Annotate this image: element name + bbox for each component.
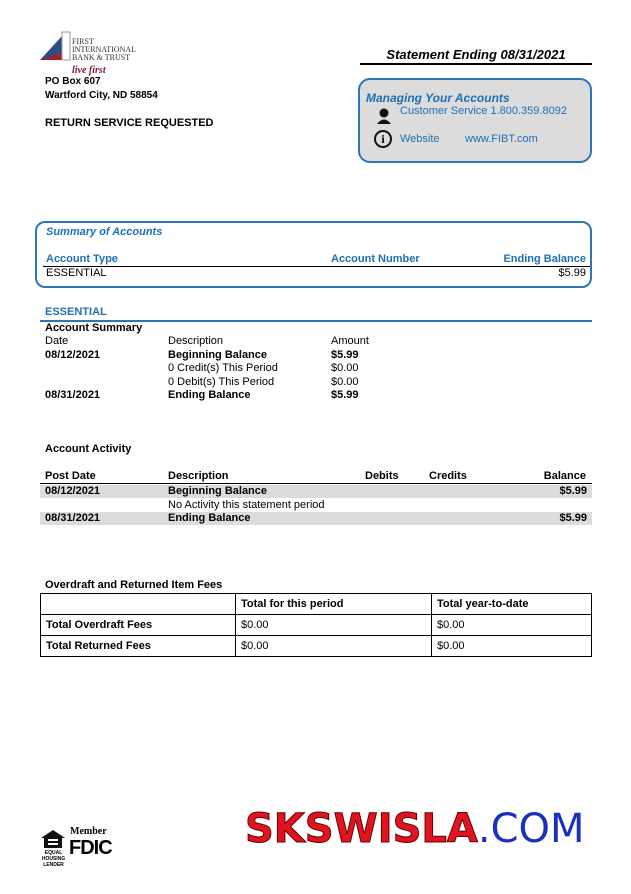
bank-name-line: INTERNATIONAL bbox=[72, 45, 136, 54]
activity-desc: Ending Balance bbox=[168, 512, 251, 524]
info-icon: i bbox=[374, 130, 392, 148]
col-balance: Balance bbox=[543, 470, 586, 482]
summary-row-date: 08/31/2021 bbox=[45, 389, 101, 401]
summary-row-desc: 0 Debit(s) This Period bbox=[168, 376, 275, 388]
summary-row-desc: Ending Balance bbox=[168, 389, 251, 401]
address-line-1: PO Box 607 bbox=[45, 76, 101, 87]
account-type-cell: ESSENTIAL bbox=[46, 267, 107, 279]
col-description: Description bbox=[168, 470, 229, 482]
member-text: Member bbox=[70, 826, 107, 837]
ending-balance-cell: $5.99 bbox=[558, 267, 586, 279]
fees-row: Total Returned Fees $0.00 $0.00 bbox=[40, 635, 592, 657]
watermark: SKSWISLA.COM bbox=[245, 806, 585, 853]
managing-accounts-panel: Managing Your Accounts Customer Service … bbox=[358, 78, 592, 163]
col-post-date: Post Date bbox=[45, 470, 96, 482]
fees-header bbox=[40, 593, 236, 615]
col-date: Date bbox=[45, 335, 69, 347]
col-description: Description bbox=[168, 335, 224, 347]
fees-header: Total for this period bbox=[235, 593, 432, 615]
fees-label: Total Overdraft Fees bbox=[40, 614, 236, 636]
equal-housing-icon bbox=[41, 830, 65, 848]
fees-value: $0.00 bbox=[431, 614, 592, 636]
summary-row-amount: $0.00 bbox=[331, 376, 359, 388]
fees-value: $0.00 bbox=[431, 635, 592, 657]
fees-label: Total Returned Fees bbox=[40, 635, 236, 657]
summary-row-amount: $0.00 bbox=[331, 362, 359, 374]
bank-name-line: FIRST bbox=[72, 37, 94, 46]
essential-section-title: ESSENTIAL bbox=[45, 306, 107, 318]
summary-of-accounts: Summary of Accounts Account Type Account… bbox=[35, 221, 592, 288]
fees-title: Overdraft and Returned Item Fees bbox=[45, 579, 223, 591]
activity-balance: $5.99 bbox=[559, 485, 587, 497]
header-ending-balance: Ending Balance bbox=[503, 253, 586, 265]
activity-balance: $5.99 bbox=[559, 512, 587, 524]
fees-table: Total for this period Total year-to-date … bbox=[40, 593, 592, 657]
activity-date: 08/12/2021 bbox=[45, 485, 101, 497]
fdic-logo: FDIC bbox=[69, 837, 113, 859]
person-icon bbox=[377, 108, 391, 124]
summary-row-amount: $5.99 bbox=[331, 349, 359, 361]
account-activity-title: Account Activity bbox=[45, 443, 132, 455]
header-account-type: Account Type bbox=[46, 253, 118, 265]
activity-row: 08/31/2021 Ending Balance $5.99 bbox=[40, 512, 592, 525]
activity-row: 08/12/2021 Beginning Balance $5.99 bbox=[40, 485, 592, 498]
summary-title: Summary of Accounts bbox=[46, 226, 163, 238]
activity-date: 08/31/2021 bbox=[45, 512, 101, 524]
bank-name-line: BANK & TRUST bbox=[72, 53, 131, 62]
customer-service-link[interactable]: Customer Service 1.800.359.8092 bbox=[400, 105, 567, 117]
website-label: Website bbox=[400, 133, 440, 145]
account-summary-title: Account Summary bbox=[45, 322, 143, 334]
activity-desc: Beginning Balance bbox=[168, 485, 268, 497]
summary-row-desc: 0 Credit(s) This Period bbox=[168, 362, 278, 374]
website-link[interactable]: www.FIBT.com bbox=[465, 133, 538, 145]
tagline: live first bbox=[72, 65, 106, 76]
fees-value: $0.00 bbox=[235, 614, 432, 636]
logo-mark-icon bbox=[40, 31, 71, 61]
watermark-blue: .COM bbox=[477, 806, 585, 852]
statement-title: Statement Ending 08/31/2021 bbox=[360, 47, 592, 65]
managing-title: Managing Your Accounts bbox=[366, 91, 510, 105]
col-credits: Credits bbox=[429, 470, 467, 482]
summary-row-desc: Beginning Balance bbox=[168, 349, 268, 361]
no-activity-note: No Activity this statement period bbox=[168, 499, 325, 511]
watermark-red: SKSWISLA bbox=[245, 806, 479, 853]
summary-row-amount: $5.99 bbox=[331, 389, 359, 401]
col-amount: Amount bbox=[331, 335, 369, 347]
fees-value: $0.00 bbox=[235, 635, 432, 657]
equal-housing-lender-text: EQUAL HOUSING LENDER bbox=[41, 850, 66, 868]
address-line-2: Wartford City, ND 58854 bbox=[45, 90, 158, 101]
summary-row-date: 08/12/2021 bbox=[45, 349, 101, 361]
header-account-number: Account Number bbox=[331, 253, 420, 265]
fees-row: Total Overdraft Fees $0.00 $0.00 bbox=[40, 614, 592, 636]
return-service-notice: RETURN SERVICE REQUESTED bbox=[45, 117, 214, 129]
fees-header: Total year-to-date bbox=[431, 593, 592, 615]
col-debits: Debits bbox=[365, 470, 399, 482]
bank-logo: FIRST INTERNATIONAL BANK & TRUST live fi… bbox=[40, 30, 136, 76]
